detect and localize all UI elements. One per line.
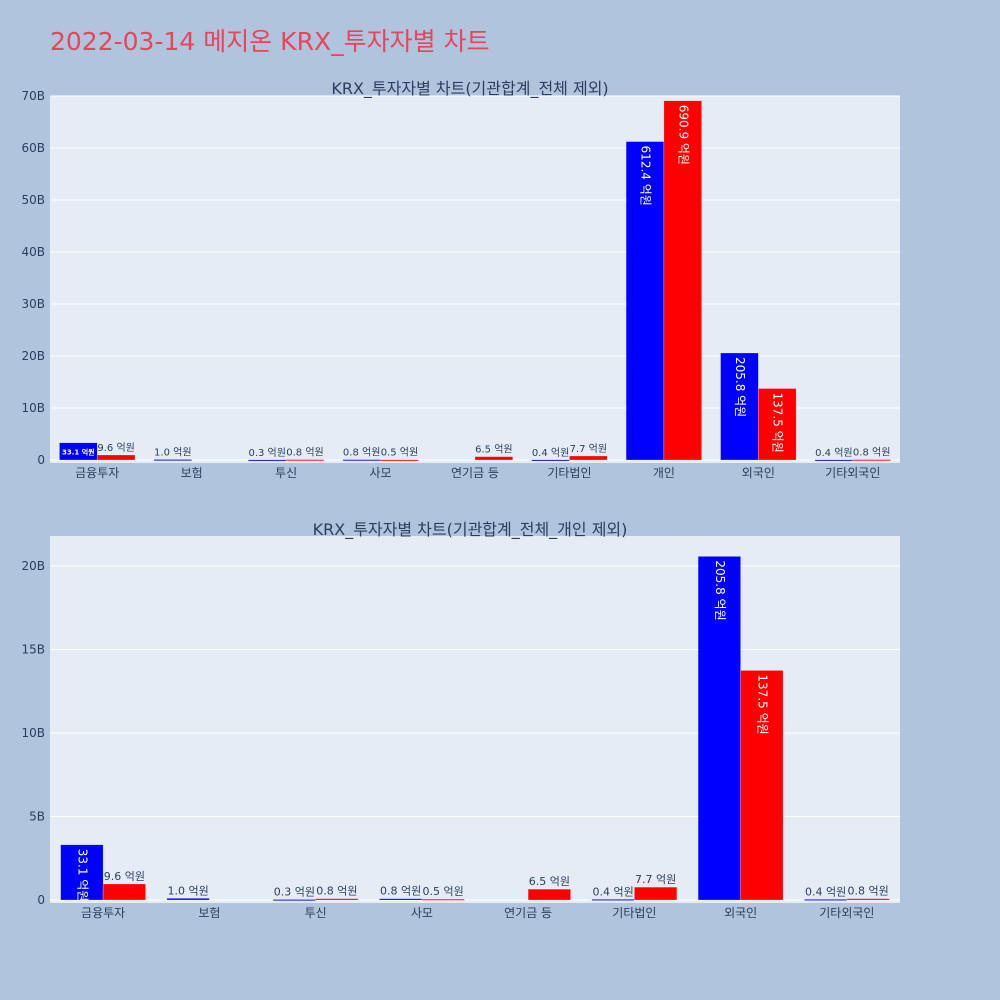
bottom-x-tick-label: 외국인	[724, 906, 757, 920]
bottom-bar	[379, 898, 423, 901]
top-x-tick-label: 금융투자	[75, 466, 119, 480]
top-data-label: 205.8 억원	[733, 357, 747, 417]
top-y-tick-label: 60B	[21, 141, 45, 155]
top-x-tick-label: 기타외국인	[825, 466, 880, 480]
bottom-y-tick-label: 15B	[21, 643, 45, 657]
top-x-tick-label: 기타법인	[547, 466, 591, 480]
bottom-data-label: 137.5 억원	[755, 674, 769, 734]
bottom-data-label: 6.5 억원	[529, 875, 570, 888]
bottom-y-tick-label: 20B	[21, 559, 45, 573]
bottom-bar	[846, 898, 890, 901]
top-bar	[285, 459, 325, 462]
bottom-x-tick-label: 기타외국인	[819, 906, 874, 920]
bottom-data-label: 0.4 억원	[593, 885, 634, 898]
page-title: 2022-03-14 메지온 KRX_투자자별 차트	[50, 27, 490, 56]
bottom-y-tick-label: 0	[37, 893, 45, 907]
top-data-label: 612.4 억원	[639, 146, 653, 206]
top-y-tick-label: 50B	[21, 193, 45, 207]
top-x-tick-label: 사모	[370, 466, 392, 480]
top-bar	[153, 459, 192, 461]
top-data-label: 0.3 억원	[248, 447, 285, 459]
top-y-tick-label: 10B	[21, 401, 45, 415]
bottom-data-label: 0.8 억원	[848, 885, 889, 898]
bottom-data-label: 1.0 억원	[168, 884, 209, 897]
bottom-data-label: 33.1 억원	[75, 849, 89, 902]
bottom-x-tick-label: 투신	[305, 906, 327, 920]
top-y-tick-label: 30B	[21, 297, 45, 311]
bottom-bar	[272, 899, 316, 901]
top-bar	[663, 100, 702, 461]
top-bar	[342, 459, 381, 462]
top-y-tick-label: 70B	[21, 89, 45, 103]
top-data-label: 0.8 억원	[286, 447, 323, 459]
bottom-bar	[697, 556, 741, 901]
bottom-chart-title: KRX_투자자별 차트(기관합계_전체_개인 제외)	[313, 520, 628, 540]
bottom-data-label: 0.5 억원	[423, 885, 464, 898]
bottom-x-tick-label: 보험	[198, 906, 220, 920]
bottom-data-label: 0.8 억원	[316, 885, 357, 898]
top-x-tick-label: 보험	[181, 466, 203, 480]
top-y-tick-label: 40B	[21, 245, 45, 259]
top-data-label: 1.0 억원	[154, 446, 191, 458]
bottom-x-tick-label: 연기금 등	[504, 906, 552, 920]
top-data-label: 0.8 억원	[853, 447, 890, 459]
bottom-data-label: 205.8 억원	[713, 560, 727, 620]
top-bar	[59, 442, 98, 461]
top-bar	[852, 459, 891, 462]
top-data-label: 9.6 억원	[97, 442, 134, 454]
bottom-bar	[166, 898, 210, 901]
bottom-x-tick-label: 금융투자	[81, 906, 125, 920]
bottom-bar	[315, 898, 359, 901]
top-bar	[814, 459, 854, 462]
bottom-x-tick-label: 사모	[411, 906, 433, 920]
bottom-bar	[421, 898, 465, 901]
top-data-label: 0.4 억원	[532, 447, 569, 459]
top-data-label: 7.7 억원	[570, 443, 607, 455]
top-data-label: 0.8 억원	[343, 447, 380, 459]
bottom-bar	[740, 670, 784, 901]
bottom-data-label: 7.7 억원	[635, 873, 676, 886]
bottom-y-tick-label: 10B	[21, 726, 45, 740]
top-data-label: 33.1 억원	[62, 447, 95, 456]
top-bar	[96, 454, 136, 461]
bottom-x-tick-label: 기타법인	[612, 906, 656, 920]
top-bar	[720, 352, 759, 461]
bottom-bar	[102, 883, 146, 901]
top-bar	[569, 455, 608, 461]
top-bar	[625, 141, 665, 461]
bottom-bar	[634, 886, 678, 901]
top-bar	[380, 459, 419, 462]
bottom-y-tick-label: 5B	[29, 810, 45, 824]
top-bar	[474, 456, 514, 461]
bottom-bar	[60, 844, 104, 901]
top-bar	[758, 388, 797, 461]
bottom-bar	[527, 888, 571, 901]
chart-bottom: 0 5B 10B 15B 20B KRX_투자자별 차트(기관합계_전체_개인 제외) 금융…	[21, 520, 900, 920]
bottom-data-label: 0.8 억원	[380, 885, 421, 898]
top-bar	[531, 459, 570, 462]
top-x-tick-label: 투신	[275, 466, 297, 480]
top-data-label: 6.5 억원	[475, 444, 512, 456]
top-chart-title: KRX_투자자별 차트(기관합계_전체 제외)	[331, 79, 608, 99]
bottom-bar	[591, 899, 635, 901]
bottom-data-label: 9.6 억원	[104, 870, 145, 883]
top-y-tick-label: 0	[37, 453, 45, 467]
top-x-tick-label: 개인	[653, 466, 675, 480]
bottom-data-label: 0.3 억원	[274, 885, 315, 898]
bottom-data-label: 0.4 억원	[805, 885, 846, 898]
top-data-label: 690.9 억원	[676, 105, 690, 165]
top-x-tick-label: 외국인	[742, 466, 775, 480]
top-bar	[248, 459, 287, 462]
top-data-label: 0.5 억원	[381, 447, 418, 459]
top-data-label: 137.5 억원	[771, 393, 785, 453]
top-data-label: 0.4 억원	[815, 447, 852, 459]
top-x-tick-label: 연기금 등	[451, 466, 499, 480]
top-y-tick-label: 20B	[21, 349, 45, 363]
chart-top: 0 10B 20B 30B 40B 50B 60B 70B KRX_투자자별 차트(기관합계_전…	[21, 79, 900, 480]
bottom-bar	[804, 899, 848, 901]
